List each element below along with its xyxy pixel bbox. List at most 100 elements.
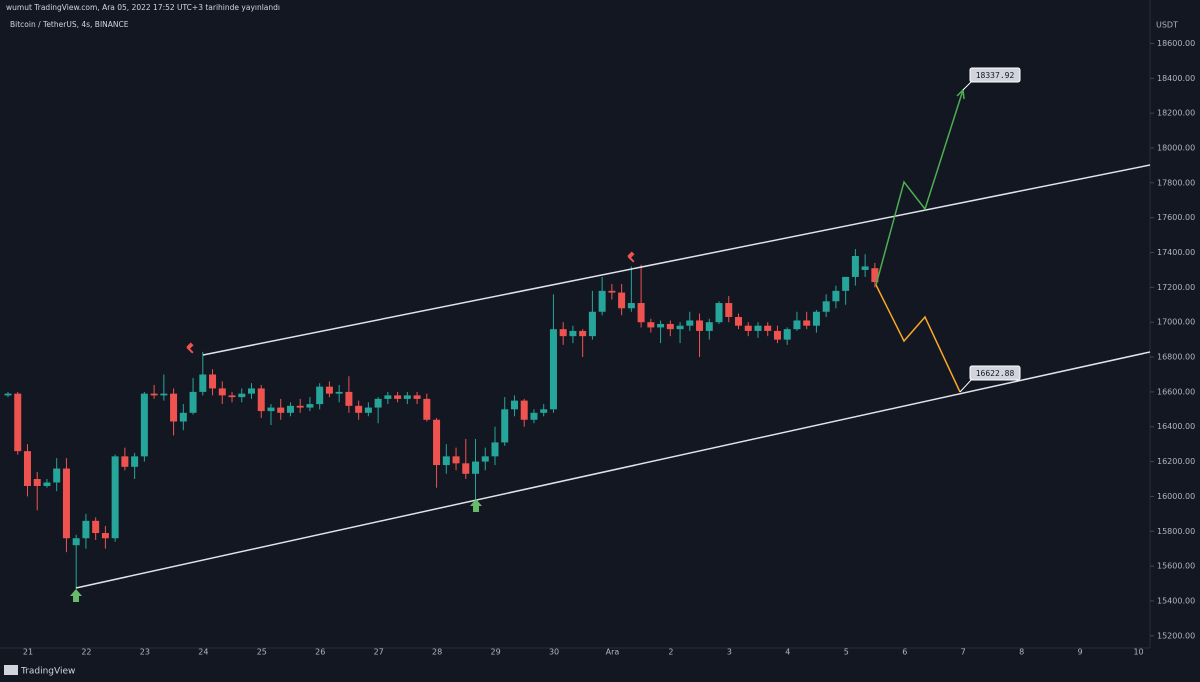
candle-body (773, 330, 781, 340)
brand: TradingView (20, 667, 75, 677)
label-box (969, 67, 1021, 83)
candle-body (764, 325, 772, 331)
hammer-icon (627, 251, 635, 263)
x-tick-label: 2 (668, 648, 673, 657)
label-leader (959, 378, 973, 393)
channel-lower (75, 351, 1151, 589)
x-tick-label: 25 (257, 648, 267, 657)
label-box (969, 365, 1021, 381)
candle-body (238, 393, 246, 398)
logo (4, 665, 18, 675)
candle-body (160, 393, 168, 396)
candle-body (608, 290, 616, 293)
y-tick-label: 16800.00 (1157, 353, 1195, 362)
candle-body (588, 311, 596, 337)
candle-body (140, 393, 148, 457)
candle-body (510, 400, 518, 410)
x-tick-label: 21 (23, 648, 33, 657)
candle-body (286, 405, 294, 413)
candle-body (744, 325, 752, 331)
y-tick-label: 17400.00 (1157, 248, 1195, 257)
y-tick-label: 15400.00 (1157, 596, 1195, 605)
candle-body (871, 268, 879, 283)
candle-body (150, 393, 158, 396)
x-tick-label: 27 (374, 648, 384, 657)
label-leader (962, 80, 973, 91)
candle-body (82, 520, 90, 539)
candle-body (248, 388, 255, 394)
candle-body (803, 320, 811, 326)
candle-body (735, 316, 742, 326)
candle-body (209, 374, 217, 389)
candle-body (23, 451, 31, 486)
candle-body (686, 320, 694, 326)
candle-body (462, 463, 470, 474)
candle-body (549, 329, 557, 410)
candle-body (257, 388, 265, 412)
y-tick-label: 16200.00 (1157, 457, 1195, 466)
candle-body (267, 407, 275, 412)
x-tick-label: 3 (727, 648, 732, 657)
candle-body (218, 388, 226, 396)
candle-body (569, 330, 577, 337)
candle-body (374, 398, 382, 408)
candle-body (296, 405, 304, 408)
candle-body (345, 391, 353, 406)
y-tick-label: 17200.00 (1157, 283, 1195, 292)
y-tick-label: 18000.00 (1157, 143, 1195, 152)
candle-body (228, 395, 236, 398)
candle-body (861, 266, 869, 270)
y-tick-label: 17800.00 (1157, 178, 1195, 187)
candle-body (121, 456, 129, 467)
candle-body (433, 419, 441, 466)
candle-body (754, 325, 762, 331)
candle-body (822, 301, 830, 312)
bear-path (875, 284, 961, 393)
candle-body (842, 276, 850, 291)
candle-body (657, 323, 665, 328)
x-tick-label: 28 (432, 648, 442, 657)
candle-body (666, 323, 674, 330)
candle-body (851, 256, 859, 277)
hammer-icon (186, 342, 194, 354)
candle-body (559, 329, 567, 337)
candle-body (481, 456, 489, 462)
candle-body (452, 456, 460, 464)
candle-body (403, 395, 411, 399)
x-tick-label: Ara (606, 648, 620, 657)
x-tick-label: 26 (315, 648, 325, 657)
candle-body (530, 412, 538, 420)
candle-body (199, 374, 207, 392)
candle-body (618, 292, 626, 309)
candle-body (783, 329, 791, 340)
candle-body (4, 393, 12, 396)
candles (4, 249, 879, 589)
candle-body (637, 303, 645, 323)
candle-body (355, 405, 363, 413)
candle-body (598, 290, 606, 312)
candle-body (101, 533, 109, 539)
candle-body (394, 395, 402, 399)
candle-body (627, 303, 635, 309)
x-tick-label: 30 (549, 648, 559, 657)
candle-body (179, 412, 187, 422)
candle-body (189, 391, 197, 413)
y-tick-label: 16600.00 (1157, 387, 1195, 396)
x-tick-label: 23 (140, 648, 150, 657)
candle-body (520, 400, 528, 420)
bull-path (875, 89, 964, 286)
candle-body (647, 322, 655, 328)
candle-body (72, 538, 80, 546)
candle-body (501, 409, 509, 443)
candle-body (306, 404, 314, 408)
y-tick-label: 17600.00 (1157, 213, 1195, 222)
y-tick-label: 18400.00 (1157, 74, 1195, 83)
x-tick-label: 7 (961, 648, 966, 657)
candle-body (131, 456, 139, 467)
candle-body (170, 393, 178, 422)
candle-body (33, 479, 41, 486)
candle-body (705, 322, 713, 331)
y-tick-label: 15800.00 (1157, 527, 1195, 536)
y-tick-label: 18600.00 (1157, 39, 1195, 48)
